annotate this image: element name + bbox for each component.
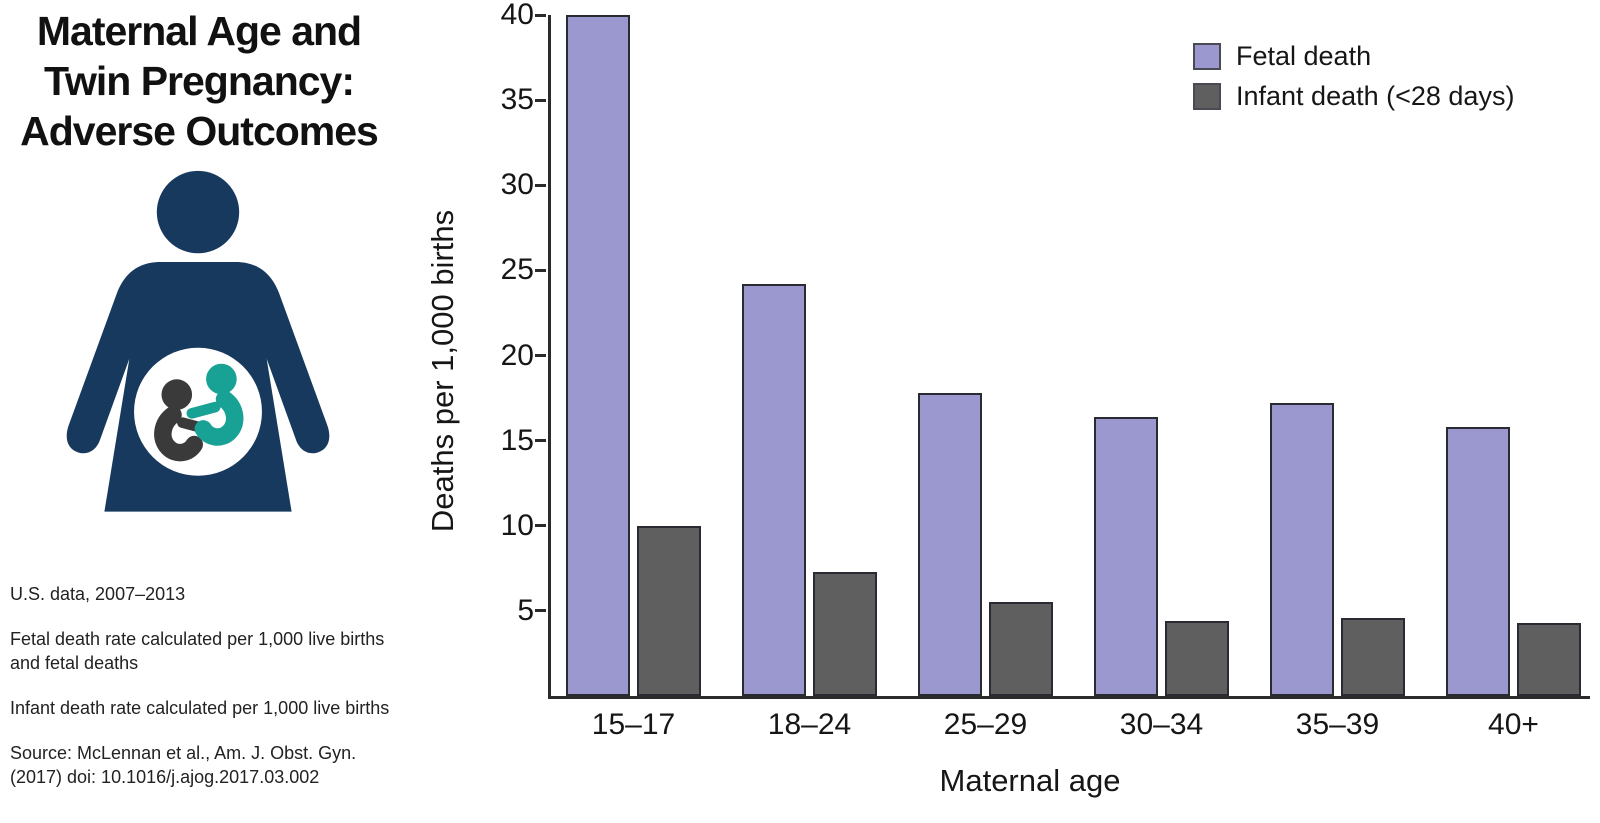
y-axis-tick (535, 609, 546, 613)
y-axis-tick (535, 524, 546, 528)
note-infant-rate-definition: Infant death rate calculated per 1,000 l… (10, 696, 440, 720)
bar-fetal-death-18-24 (742, 284, 806, 696)
y-axis-tick (535, 354, 546, 357)
plot-area: 5 10 15 20 25 30 35 40 15–17 18–24 25–29 30–34 35–39… (501, 0, 1590, 741)
y-tick-label: 15 (500, 423, 534, 457)
bar-fetal-death-30-34 (1094, 416, 1158, 696)
y-tick-label: 10 (500, 508, 534, 542)
x-tick-label-15-17: 15–17 (591, 708, 676, 741)
bar-fetal-death-15-17 (566, 15, 630, 696)
bar-infant-death-28-days-15-17 (637, 525, 701, 696)
y-axis-title: Deaths per 1,000 births (425, 209, 460, 533)
bar-fetal-death-35-39 (1270, 403, 1334, 696)
bar-group-35-39 (1270, 15, 1405, 696)
title-line-3: Adverse Outcomes (20, 108, 379, 154)
note-line: Infant death rate calculated per 1,000 l… (10, 698, 390, 718)
y-tick-label: 40 (500, 0, 534, 31)
legend-label: Infant death (<28 days) (1236, 81, 1515, 111)
footnotes: U.S. data, 2007–2013 Fetal death rate ca… (10, 582, 440, 810)
bar-infant-death-28-days-35-39 (1341, 617, 1405, 696)
y-axis-tick (535, 98, 546, 102)
title-line-1: Maternal Age and (36, 8, 362, 54)
legend: Fetal death Infant death (<28 days) (1193, 41, 1515, 122)
y-axis-tick (535, 13, 546, 17)
pregnant-woman-with-twins-icon (42, 162, 354, 518)
note-data-period: U.S. data, 2007–2013 (10, 582, 440, 606)
bar-group-40 (1446, 15, 1581, 696)
bar-fetal-death-25-29 (918, 392, 982, 696)
bar-infant-death-28-days-25-29 (989, 602, 1053, 696)
y-tick-label: 25 (500, 253, 534, 287)
x-tick-label-18-24: 18–24 (767, 708, 852, 741)
legend-swatch-infant-death-28-days (1193, 83, 1221, 110)
bar-group-18-24 (742, 15, 877, 696)
note-line: U.S. data, 2007–2013 (10, 584, 186, 604)
bar-infant-death-28-days-40 (1517, 622, 1581, 696)
y-tick-label: 5 (517, 593, 534, 627)
y-axis-tick (535, 183, 546, 187)
bar-fetal-death-40 (1446, 427, 1510, 696)
y-tick-label: 20 (500, 338, 534, 372)
title-line-2: Twin Pregnancy: (43, 58, 355, 104)
bar-group-30-34 (1094, 15, 1229, 696)
note-line: and fetal deaths (10, 653, 139, 673)
note-source-citation: Source: McLennan et al., Am. J. Obst. Gy… (10, 741, 440, 789)
y-axis-tick (535, 439, 546, 443)
note-line: (2017) doi: 10.1016/j.ajog.2017.03.002 (10, 767, 320, 787)
bar-infant-death-28-days-18-24 (813, 571, 877, 696)
legend-item-infant-death-28-days: Infant death (<28 days) (1193, 81, 1515, 111)
bar-group-25-29 (918, 15, 1053, 696)
x-axis-title: Maternal age (939, 763, 1121, 798)
legend-item-fetal-death: Fetal death (1193, 41, 1514, 71)
x-tick-label-25-29: 25–29 (943, 708, 1028, 741)
note-line: Source: McLennan et al., Am. J. Obst. Gy… (10, 743, 357, 763)
bar-infant-death-28-days-30-34 (1165, 621, 1229, 696)
x-tick-label-30-34: 30–34 (1119, 708, 1204, 741)
x-tick-label-35-39: 35–39 (1295, 708, 1380, 741)
y-tick-label: 30 (500, 168, 534, 202)
x-tick-label-40: 40+ (1488, 708, 1539, 741)
y-tick-label: 35 (500, 83, 534, 117)
legend-label: Fetal death (1236, 41, 1372, 71)
note-fetal-rate-definition: Fetal death rate calculated per 1,000 li… (10, 627, 440, 675)
legend-swatch-fetal-death (1193, 43, 1221, 70)
y-axis-tick (535, 268, 546, 272)
note-line: Fetal death rate calculated per 1,000 li… (10, 629, 385, 649)
page-title: Maternal Age and Twin Pregnancy: Adverse… (0, 6, 398, 156)
bar-group-15-17 (566, 15, 701, 696)
